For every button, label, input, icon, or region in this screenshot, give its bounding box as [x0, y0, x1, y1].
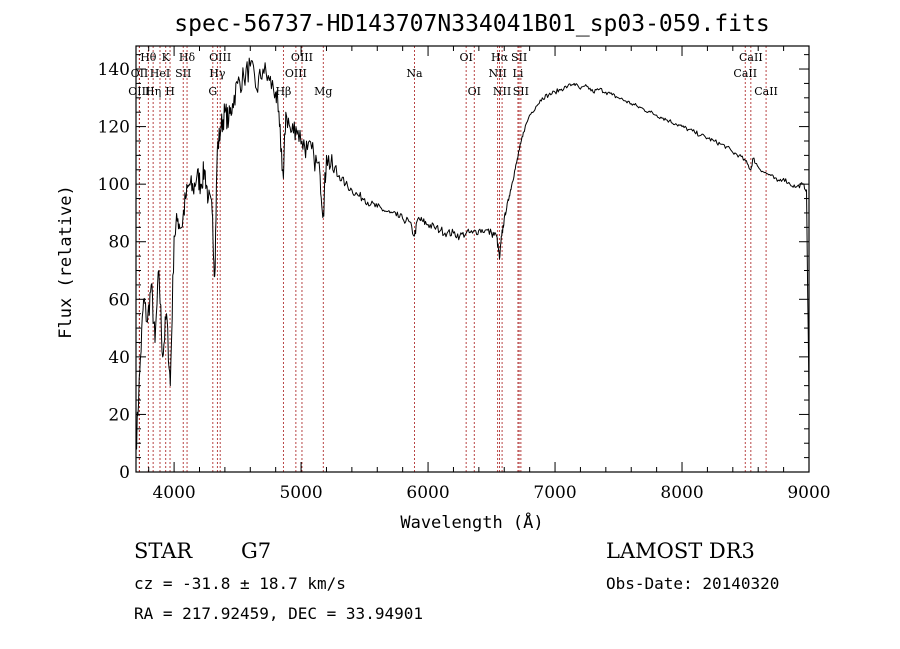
survey-name: LAMOST DR3 [606, 539, 755, 563]
spectral-line-markers [138, 46, 767, 472]
spectral-line-label: SII [175, 67, 191, 80]
coordinates-text: RA = 217.92459, DEC = 33.94901 [134, 604, 423, 623]
spectral-line-label: HeI [150, 67, 170, 80]
spectral-line-label: Hγ [209, 67, 226, 80]
spectral-line-label: NII [493, 85, 511, 98]
spectral-line-label: K [162, 51, 171, 64]
spectral-line-label: CaII [754, 85, 778, 98]
spectral-line-label: OIII [285, 67, 307, 80]
spectral-line-label: Hη [145, 85, 161, 98]
y-axis-ticks: 0 20 40 60 80 100 120 140 [98, 54, 809, 483]
spectral-line-label: SII [513, 85, 529, 98]
x-axis-ticks: 4000 5000 6000 7000 8000 9000 [148, 46, 831, 503]
spectral-line-label: OIII [209, 51, 231, 64]
obs-date-text: Obs-Date: 20140320 [606, 574, 779, 593]
x-tick-label: 7000 [533, 483, 576, 503]
flux-series-line [136, 57, 810, 450]
spectral-line-label: Hβ [275, 85, 291, 98]
x-tick-label: 6000 [406, 483, 449, 503]
x-tick-label: 8000 [660, 483, 703, 503]
y-tick-label: 60 [108, 290, 130, 310]
spectral-line-label: Mg [314, 85, 332, 98]
spectral-line-label: Hθ [140, 51, 157, 64]
y-tick-label: 20 [108, 405, 130, 425]
x-axis-label: Wavelength (Å) [400, 511, 543, 533]
spectral-line-label: H [165, 85, 175, 98]
plot-frame [135, 45, 810, 473]
y-axis-label: Flux (relative) [56, 185, 76, 339]
y-tick-label: 140 [98, 60, 130, 80]
spectral-line-label: Na [406, 67, 423, 80]
chart-title: spec-56737-HD143707N334041B01_sp03-059.f… [174, 11, 769, 37]
object-subclass: G7 [241, 539, 271, 563]
spectral-line-label: CaII [739, 51, 763, 64]
x-tick-label: 5000 [279, 483, 322, 503]
spectral-line-label: OI [468, 85, 481, 98]
spectral-line-label: Li [513, 67, 524, 80]
y-tick-label: 100 [98, 175, 130, 195]
spectral-line-label: Hδ [179, 51, 196, 64]
redshift-text: cz = -31.8 ± 18.7 km/s [134, 574, 346, 593]
spectral-line-label: G [208, 85, 217, 98]
y-tick-label: 0 [119, 463, 130, 483]
spectral-line-label: Hα [491, 51, 509, 64]
spectral-line-label: OI [459, 51, 472, 64]
spectral-line-label: OII [131, 67, 149, 80]
x-tick-label: 4000 [152, 483, 195, 503]
spectral-line-label: SII [511, 51, 527, 64]
x-tick-label: 9000 [787, 483, 830, 503]
y-tick-label: 40 [108, 348, 130, 368]
spectral-line-label: CaII [733, 67, 757, 80]
spectral-line-label: OIII [291, 51, 313, 64]
y-tick-label: 80 [108, 233, 130, 253]
spectral-line-label: NII [488, 67, 506, 80]
y-tick-label: 120 [98, 118, 130, 138]
object-class: STAR [134, 539, 193, 563]
spectral-line-label: OIII [128, 85, 150, 98]
